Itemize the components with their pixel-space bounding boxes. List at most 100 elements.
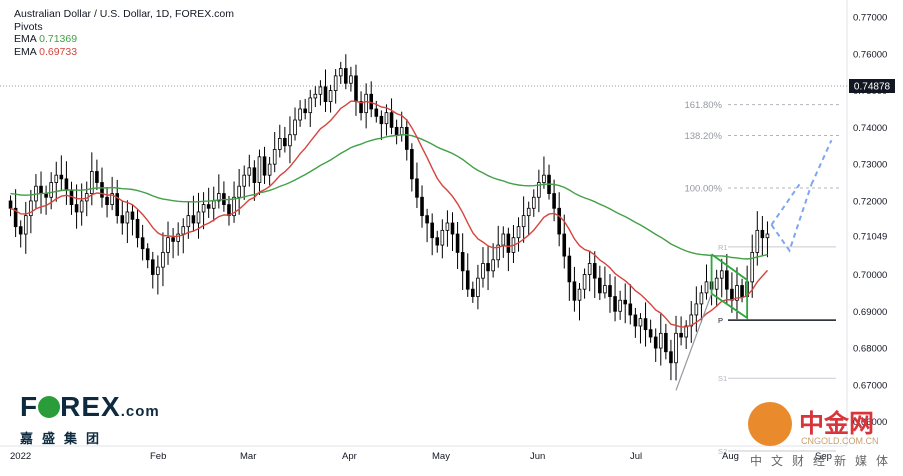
chart-legend: Australian Dollar / U.S. Dollar, 1D, FOR… (14, 8, 234, 58)
forex-logo: F REX.com 嘉盛集团 (20, 393, 160, 448)
legend-ema-fast-value: 0.69733 (39, 45, 78, 58)
candle-body-28 (150, 259, 155, 275)
candle-body-74 (384, 112, 389, 125)
time-tick-0: 2022 (10, 451, 31, 462)
candle-body-80 (415, 178, 419, 198)
candle-body-33 (176, 233, 180, 242)
projection-path-3 (810, 139, 833, 185)
candle-body-91 (471, 288, 475, 297)
candle-body-139 (714, 277, 719, 290)
candle-body-14 (79, 200, 84, 213)
candle-body-55 (288, 134, 292, 147)
candle-body-140 (719, 270, 724, 279)
candle-body-19 (105, 196, 109, 206)
price-tick-1: 0.76000 (853, 49, 887, 60)
candle-body-64 (333, 75, 338, 91)
candle-body-114 (587, 263, 592, 275)
projection-path-1 (770, 184, 813, 253)
price-tick-7: 0.70000 (853, 270, 887, 281)
pivot-label-3: S2 (718, 447, 727, 456)
candle-body-18 (100, 182, 104, 198)
cngold-badge-icon (748, 402, 792, 446)
candle-body-116 (598, 277, 602, 294)
pivot-label-1: P (718, 316, 723, 325)
candle-body-39 (206, 204, 211, 209)
chart-drawings (675, 139, 833, 391)
candle-body-78 (404, 126, 409, 150)
fibonacci-levels: 161.80% 138.20% 100.00% (684, 100, 840, 195)
candle-body-50 (262, 156, 267, 176)
candle-body-44 (232, 196, 236, 217)
candle-body-37 (196, 211, 201, 224)
watermark-tag: 中文财经新媒体 (750, 454, 898, 468)
candle-body-17 (95, 171, 99, 183)
candle-body-23 (125, 211, 130, 224)
logo-suffix: .com (120, 403, 160, 420)
candle-body-126 (648, 329, 653, 338)
candle-body-7 (44, 193, 48, 198)
candle-body-133 (684, 325, 688, 338)
candle-body-97 (501, 233, 506, 246)
candle-body-81 (420, 196, 424, 217)
candle-body-35 (186, 215, 191, 228)
time-tick-6: Jul (630, 451, 642, 462)
candle-body-93 (481, 263, 485, 279)
candle-body-52 (272, 149, 277, 165)
legend-ema-slow-label: EMA (14, 33, 37, 45)
candle-body-112 (577, 288, 582, 301)
candle-body-67 (349, 75, 353, 84)
candle-body-29 (156, 266, 160, 275)
time-tick-1: Feb (150, 451, 166, 462)
candle-body-82 (425, 215, 429, 224)
candle-body-57 (298, 108, 302, 121)
candle-body-79 (410, 149, 414, 180)
price-tick-0: 0.77000 (853, 13, 887, 24)
candle-body-76 (394, 126, 399, 136)
candle-body-71 (369, 93, 374, 110)
candle-body-132 (679, 332, 683, 338)
candle-body-136 (699, 292, 704, 305)
candle-body-143 (735, 285, 739, 301)
candle-body-0 (8, 200, 13, 209)
legend-ema-slow-value: 0.71369 (39, 33, 78, 45)
price-tick-4: 0.73000 (853, 160, 887, 171)
candle-body-9 (54, 174, 59, 183)
candle-body-27 (145, 248, 150, 261)
candle-body-26 (140, 237, 145, 250)
candle-body-45 (237, 185, 241, 198)
watermark-subtitle: CNGOLD.COM.CN (801, 436, 879, 446)
candle-body-87 (450, 222, 455, 235)
watermark-title: 中金网 (799, 409, 875, 438)
ema-slow-line (10, 134, 768, 260)
fib-label-2: 100.00% (684, 184, 722, 195)
candle-body-51 (267, 163, 272, 176)
candle-body-47 (247, 167, 252, 176)
candle-body-75 (389, 112, 394, 128)
candle-body-21 (115, 193, 120, 217)
candle-body-103 (531, 196, 536, 209)
candle-body-131 (674, 332, 678, 364)
candle-body-142 (730, 288, 734, 301)
logo-o-icon (38, 396, 61, 418)
candle-body-115 (592, 263, 597, 279)
time-axis[interactable]: 2022 Feb Mar Apr May Jun Jul Aug Sep (10, 451, 832, 462)
candle-body-10 (59, 174, 64, 180)
price-tick-3: 0.74000 (853, 123, 887, 134)
logo-cn-text: 嘉盛集团 (20, 432, 109, 447)
candle-body-41 (217, 193, 221, 202)
candle-body-88 (455, 233, 460, 253)
fib-label-1: 138.20% (684, 131, 722, 142)
candle-body-3 (23, 215, 28, 235)
time-tick-3: Apr (342, 451, 357, 462)
price-tick-11: 0.66000 (853, 417, 887, 428)
price-tick-6: 0.71049 (853, 231, 887, 242)
candle-body-53 (277, 138, 282, 150)
candle-body-63 (328, 90, 333, 103)
candle-body-95 (491, 259, 495, 272)
candle-body-25 (135, 218, 140, 239)
pivot-levels: R1 P S1 S2 (718, 243, 836, 456)
candle-body-8 (49, 182, 53, 198)
candle-body-146 (750, 252, 755, 283)
candle-body-147 (755, 229, 760, 253)
